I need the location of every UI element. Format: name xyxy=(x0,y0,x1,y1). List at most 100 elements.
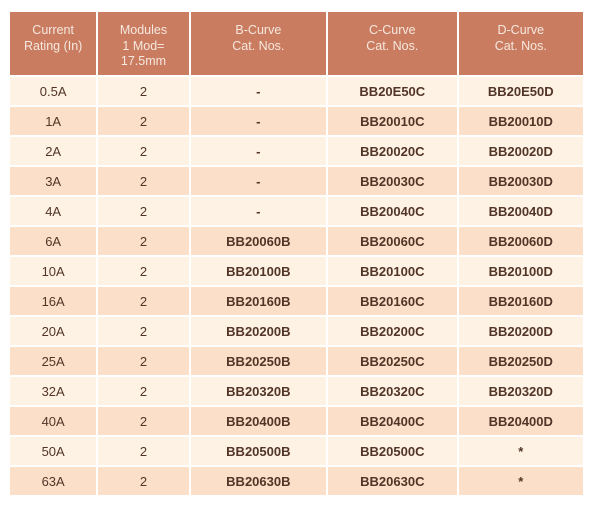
current-rating-cell: 10A xyxy=(10,257,97,285)
current-rating-cell: 0.5A xyxy=(10,77,97,105)
modules-cell: 2 xyxy=(98,107,189,135)
c-curve-cat-no-cell: BB20030C xyxy=(328,167,457,195)
table-row: 63A 2 BB20630B BB20630C * xyxy=(10,467,583,495)
c-curve-cat-no-cell: BB20040C xyxy=(328,197,457,225)
c-curve-cat-no-cell: BB20060C xyxy=(328,227,457,255)
d-curve-cat-no-cell: * xyxy=(458,437,583,465)
d-curve-cat-no-cell: * xyxy=(458,467,583,495)
b-curve-cat-no-cell: - xyxy=(190,137,327,165)
b-curve-cat-no-cell: BB20060B xyxy=(190,227,327,255)
header-line: Rating (In) xyxy=(23,38,83,53)
b-curve-cat-no-cell: - xyxy=(190,107,327,135)
b-curve-cat-no-cell: - xyxy=(190,167,327,195)
c-curve-cat-no-cell: BB20100C xyxy=(328,257,457,285)
modules-cell: 2 xyxy=(98,377,189,405)
current-rating-cell: 40A xyxy=(10,407,97,435)
current-rating-cell: 32A xyxy=(10,377,97,405)
table-row: 16A 2 BB20160B BB20160C BB20160D xyxy=(10,287,583,315)
d-curve-cat-no-cell: BB20160D xyxy=(458,287,583,315)
modules-cell: 2 xyxy=(98,347,189,375)
current-rating-cell: 16A xyxy=(10,287,97,315)
table-row: 20A 2 BB20200B BB20200C BB20200D xyxy=(10,317,583,345)
modules-cell: 2 xyxy=(98,407,189,435)
table-row: 2A 2 - BB20020C BB20020D xyxy=(10,137,583,165)
b-curve-cat-no-cell: BB20160B xyxy=(190,287,327,315)
current-rating-cell: 63A xyxy=(10,467,97,495)
col-header-current-rating: Current Rating (In) xyxy=(10,12,97,75)
table-row: 3A 2 - BB20030C BB20030D xyxy=(10,167,583,195)
c-curve-cat-no-cell: BB20250C xyxy=(328,347,457,375)
c-curve-cat-no-cell: BB20010C xyxy=(328,107,457,135)
modules-cell: 2 xyxy=(98,77,189,105)
d-curve-cat-no-cell: BB20400D xyxy=(458,407,583,435)
modules-cell: 2 xyxy=(98,227,189,255)
header-line: 17.5mm xyxy=(120,54,167,68)
table-row: 32A 2 BB20320B BB20320C BB20320D xyxy=(10,377,583,405)
modules-cell: 2 xyxy=(98,137,189,165)
header-line: Cat. Nos. xyxy=(494,38,547,53)
col-header-modules: Modules 1 Mod= 17.5mm xyxy=(98,12,189,75)
b-curve-cat-no-cell: BB20630B xyxy=(190,467,327,495)
b-curve-cat-no-cell: BB20500B xyxy=(190,437,327,465)
current-rating-cell: 20A xyxy=(10,317,97,345)
b-curve-cat-no-cell: BB20100B xyxy=(190,257,327,285)
table-body: 0.5A 2 - BB20E50C BB20E50D 1A 2 - BB2001… xyxy=(10,77,583,495)
col-header-d-curve: D-Curve Cat. Nos. xyxy=(458,12,583,75)
catalog-table: Current Rating (In) Modules 1 Mod= 17.5m… xyxy=(8,10,585,497)
table-row: 25A 2 BB20250B BB20250C BB20250D xyxy=(10,347,583,375)
b-curve-cat-no-cell: BB20250B xyxy=(190,347,327,375)
modules-cell: 2 xyxy=(98,467,189,495)
current-rating-cell: 4A xyxy=(10,197,97,225)
modules-cell: 2 xyxy=(98,437,189,465)
c-curve-cat-no-cell: BB20500C xyxy=(328,437,457,465)
col-header-c-curve: C-Curve Cat. Nos. xyxy=(328,12,457,75)
header-line: 1 Mod= xyxy=(122,38,165,53)
d-curve-cat-no-cell: BB20250D xyxy=(458,347,583,375)
modules-cell: 2 xyxy=(98,287,189,315)
d-curve-cat-no-cell: BB20010D xyxy=(458,107,583,135)
c-curve-cat-no-cell: BB20320C xyxy=(328,377,457,405)
c-curve-cat-no-cell: BB20020C xyxy=(328,137,457,165)
table-row: 10A 2 BB20100B BB20100C BB20100D xyxy=(10,257,583,285)
current-rating-cell: 1A xyxy=(10,107,97,135)
b-curve-cat-no-cell: - xyxy=(190,197,327,225)
header-line: Modules xyxy=(119,23,168,37)
c-curve-cat-no-cell: BB20200C xyxy=(328,317,457,345)
modules-cell: 2 xyxy=(98,167,189,195)
d-curve-cat-no-cell: BB20030D xyxy=(458,167,583,195)
header-line: D-Curve xyxy=(497,23,545,37)
current-rating-cell: 6A xyxy=(10,227,97,255)
header-line: B-Curve xyxy=(235,23,282,37)
table-header-row: Current Rating (In) Modules 1 Mod= 17.5m… xyxy=(10,12,583,75)
d-curve-cat-no-cell: BB20040D xyxy=(458,197,583,225)
c-curve-cat-no-cell: BB20E50C xyxy=(328,77,457,105)
d-curve-cat-no-cell: BB20100D xyxy=(458,257,583,285)
current-rating-cell: 25A xyxy=(10,347,97,375)
table-row: 1A 2 - BB20010C BB20010D xyxy=(10,107,583,135)
modules-cell: 2 xyxy=(98,257,189,285)
header-line: Cat. Nos. xyxy=(232,38,285,53)
modules-cell: 2 xyxy=(98,197,189,225)
header-line: Cat. Nos. xyxy=(366,38,419,53)
modules-cell: 2 xyxy=(98,317,189,345)
current-rating-cell: 3A xyxy=(10,167,97,195)
col-header-b-curve: B-Curve Cat. Nos. xyxy=(190,12,327,75)
header-line: Current xyxy=(32,23,74,37)
header-line: C-Curve xyxy=(369,23,416,37)
table-row: 4A 2 - BB20040C BB20040D xyxy=(10,197,583,225)
d-curve-cat-no-cell: BB20060D xyxy=(458,227,583,255)
b-curve-cat-no-cell: BB20400B xyxy=(190,407,327,435)
table-row: 50A 2 BB20500B BB20500C * xyxy=(10,437,583,465)
table-row: 6A 2 BB20060B BB20060C BB20060D xyxy=(10,227,583,255)
d-curve-cat-no-cell: BB20020D xyxy=(458,137,583,165)
table-row: 0.5A 2 - BB20E50C BB20E50D xyxy=(10,77,583,105)
current-rating-cell: 50A xyxy=(10,437,97,465)
b-curve-cat-no-cell: BB20320B xyxy=(190,377,327,405)
c-curve-cat-no-cell: BB20160C xyxy=(328,287,457,315)
b-curve-cat-no-cell: - xyxy=(190,77,327,105)
d-curve-cat-no-cell: BB20E50D xyxy=(458,77,583,105)
d-curve-cat-no-cell: BB20320D xyxy=(458,377,583,405)
current-rating-cell: 2A xyxy=(10,137,97,165)
c-curve-cat-no-cell: BB20400C xyxy=(328,407,457,435)
